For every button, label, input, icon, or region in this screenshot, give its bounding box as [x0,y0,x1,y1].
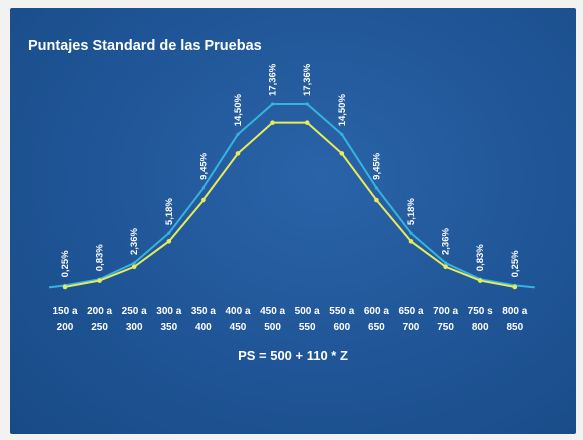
data-point-1-8 [339,151,345,156]
formula-text: PS = 500 + 110 * Z [238,348,348,363]
x-tick-label: 350 [160,322,177,333]
x-tick-label: 450 [230,322,247,333]
data-label: 14,50% [337,94,348,127]
data-point-1-13 [512,284,518,290]
x-tick-label: 600 [333,322,350,333]
x-tick-label: 150 a [52,306,77,317]
data-point-0-5 [236,132,240,136]
data-point-0-6 [271,102,275,106]
series-line-1 [64,121,515,288]
x-tick-label: 800 a [502,306,527,317]
x-tick-label: 250 [91,322,108,333]
x-tick-label: 450 a [260,306,285,317]
x-tick-label: 500 a [295,306,320,317]
x-tick-label: 550 a [329,306,354,317]
data-point-1-10 [408,239,414,244]
x-tick-label: 200 a [87,306,112,317]
data-point-1-12 [477,278,483,283]
data-label: 9,45% [371,152,382,179]
data-point-0-11 [444,261,448,265]
data-point-1-6 [270,120,275,125]
chart-title: Puntajes Standard de las Pruebas [28,38,262,54]
x-tick-label: 550 [299,322,316,333]
data-label: 0,25% [510,250,521,277]
data-point-1-4 [201,197,206,203]
data-point-0-7 [305,102,309,106]
data-point-0-8 [340,132,344,136]
data-point-0-4 [201,186,205,190]
x-tick-label: 400 [195,322,212,333]
data-point-1-0 [62,284,68,290]
data-point-1-9 [374,197,379,203]
x-tick-label: 750 [437,322,454,333]
x-tick-label: 700 [403,322,420,333]
data-point-1-7 [304,120,310,125]
data-label: 5,18% [164,198,175,225]
data-label: 17,36% [268,63,279,96]
data-label: 0,83% [475,244,486,271]
data-point-0-9 [374,186,378,190]
data-point-0-2 [132,261,136,265]
x-tick-label: 300 a [156,306,181,317]
data-point-1-11 [443,264,448,270]
series-line-0 [48,102,535,289]
slide: Puntajes Standard de las Pruebas 0,25% 0,… [10,8,576,434]
x-tick-label: 800 [472,322,489,333]
data-label: 5,18% [406,198,417,225]
chart-svg: 0,25% 0,83% 2,36% 5,18% 9,45% 14,50% 17,36% 17,… [48,63,535,333]
data-point-1-1 [97,278,102,283]
x-tick-label: 250 a [122,306,147,317]
data-point-1-3 [166,239,172,244]
x-tick-label: 300 [126,322,143,333]
x-tick-label: 850 [506,322,523,333]
data-label: 2,36% [129,227,140,254]
x-tick-label: 500 [264,322,281,333]
x-tick-label: 650 [368,322,385,333]
data-point-1-5 [235,151,241,156]
data-label: 2,36% [441,227,452,254]
data-point-0-10 [409,231,413,235]
x-tick-label: 600 a [364,306,389,317]
x-tick-label: 750 s [468,306,493,317]
data-label: 0,25% [60,250,71,277]
data-label: 14,50% [233,94,244,127]
data-point-1-2 [131,264,137,270]
x-tick-label: 200 [57,322,74,333]
data-label: 0,83% [95,244,106,271]
data-label: 17,36% [302,63,313,96]
x-tick-label: 400 a [225,306,250,317]
x-tick-label: 350 a [191,306,216,317]
data-point-0-3 [167,231,171,235]
x-tick-label: 700 a [433,306,458,317]
data-label: 9,45% [198,152,209,179]
x-tick-label: 650 a [398,306,423,317]
